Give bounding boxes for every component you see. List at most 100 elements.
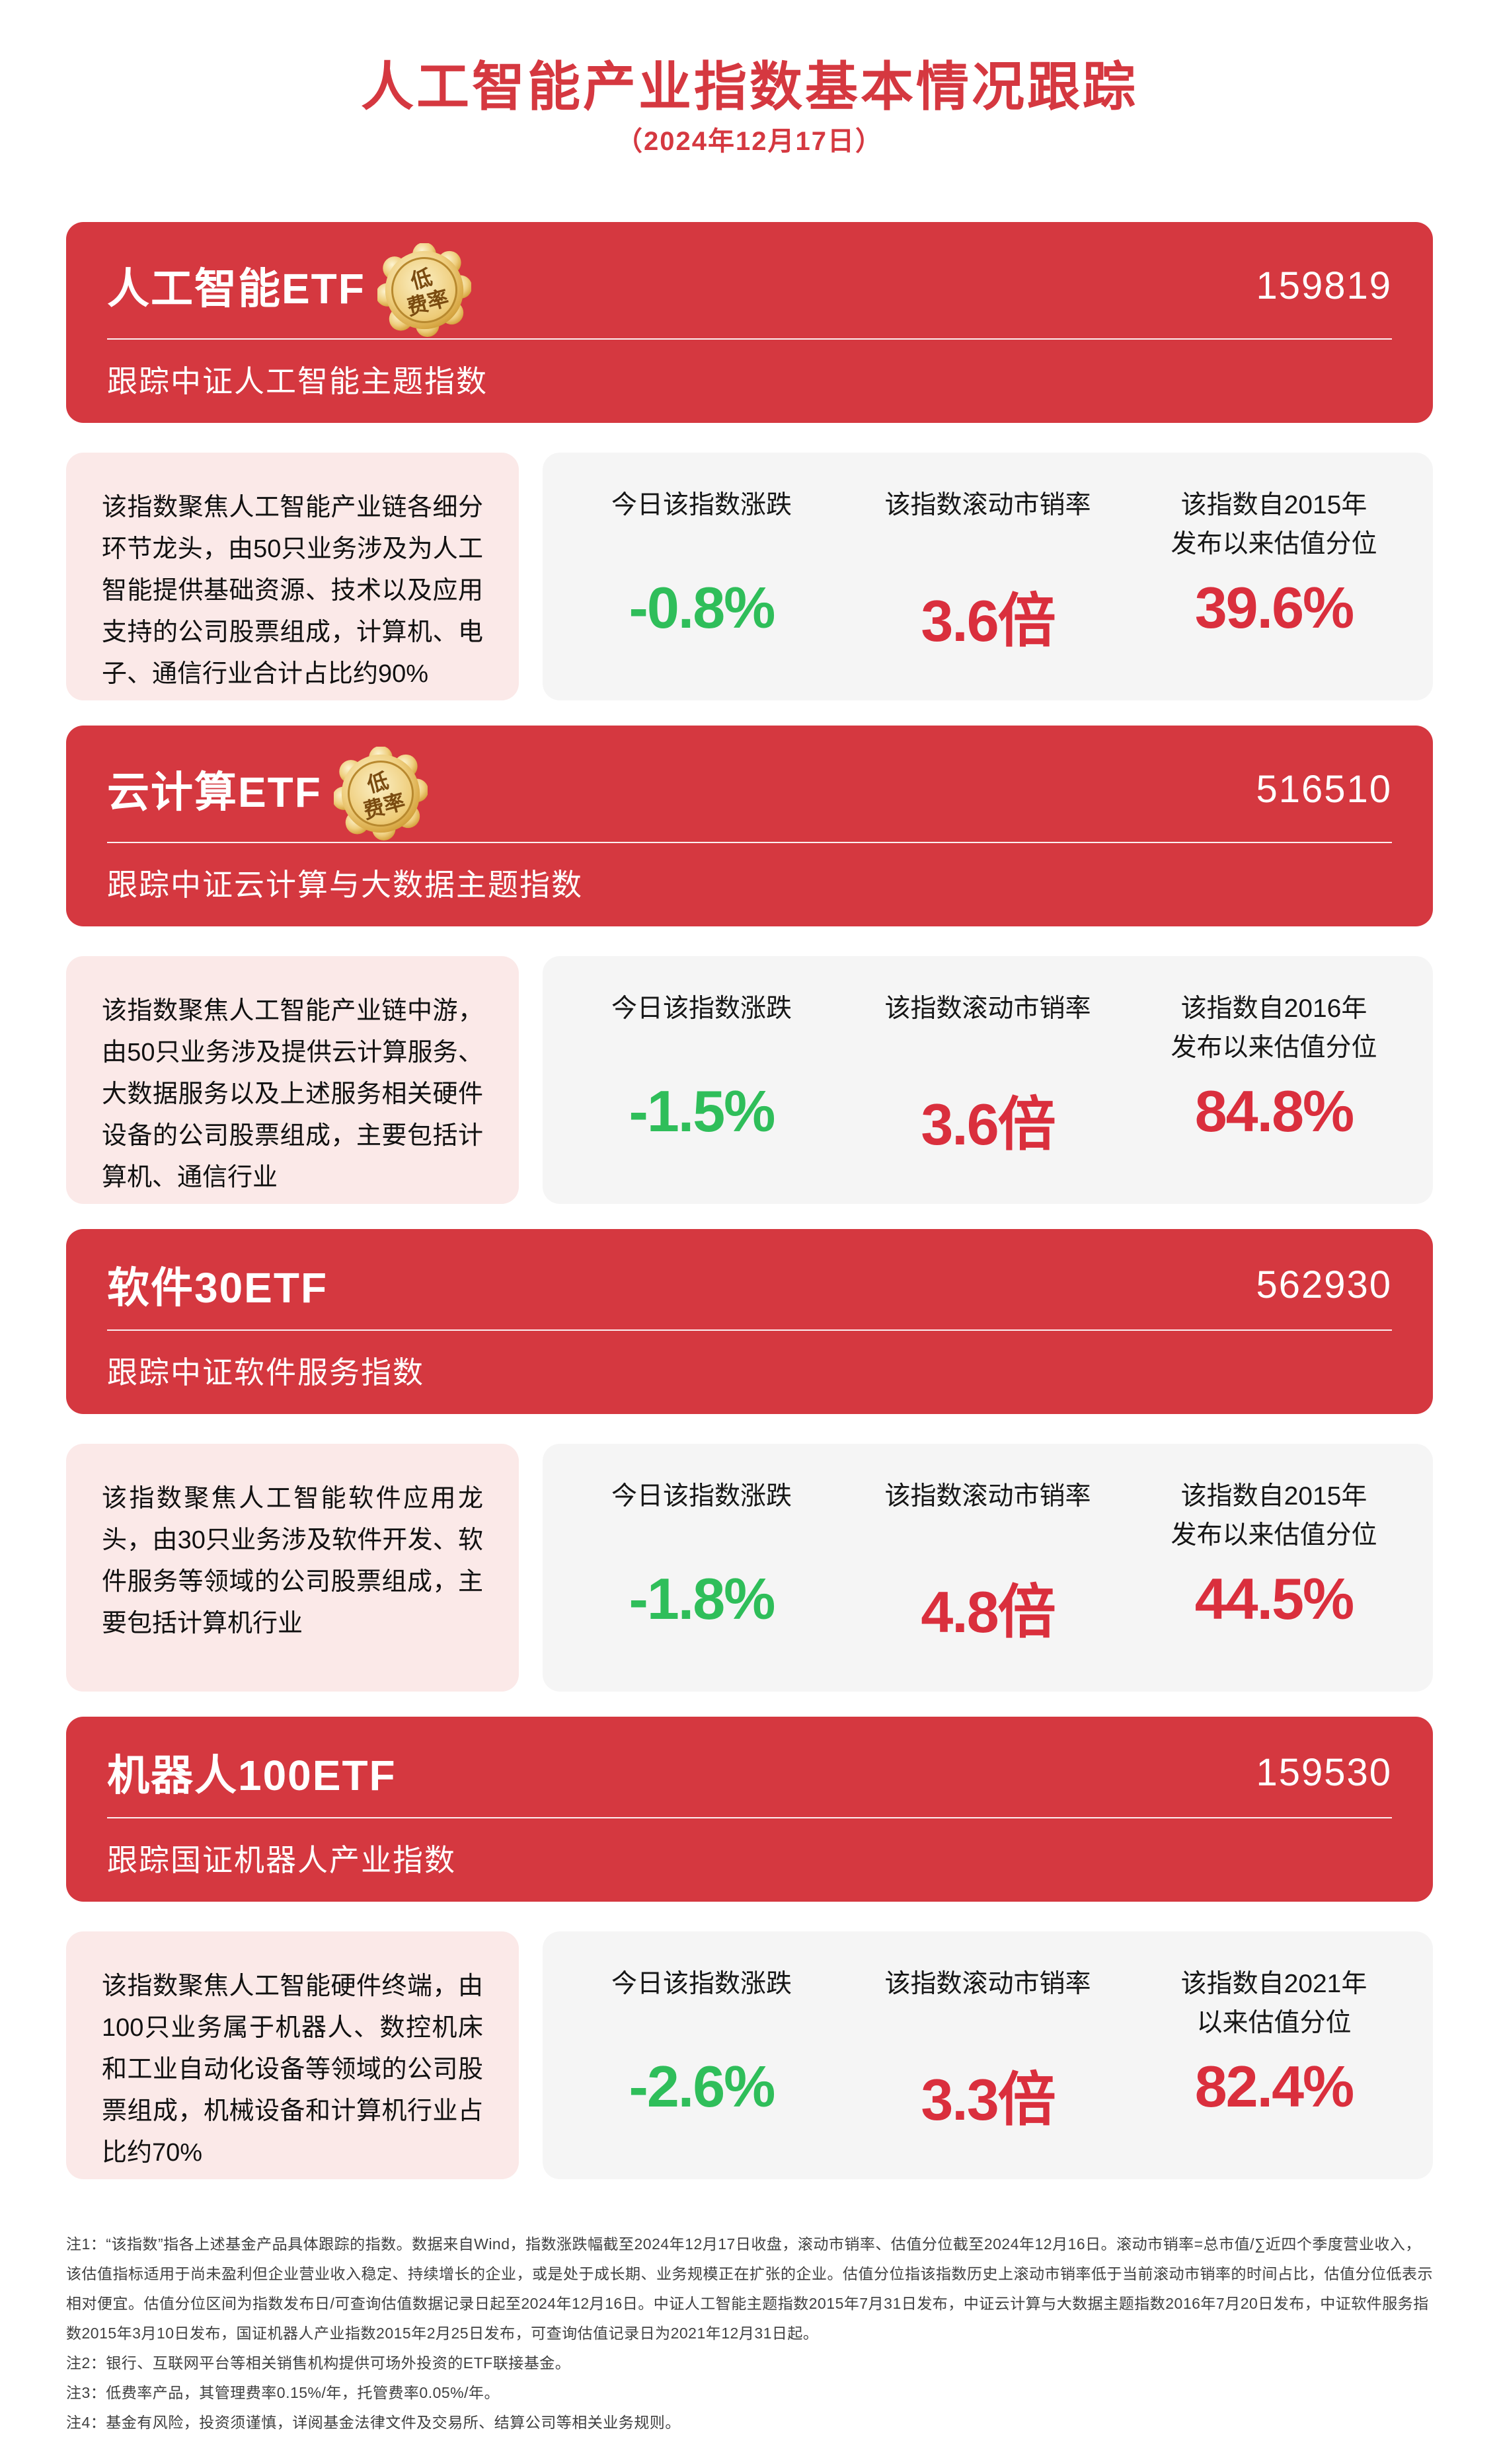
metric-label-line1: 今日该指数涨跌 — [611, 994, 792, 1023]
metric-label: 今日该指数涨跌 — [558, 989, 845, 1067]
index-description: 该指数聚焦人工智能产业链中游，由50只业务涉及提供云计算服务、大数据服务以及上述… — [66, 956, 519, 1204]
metric-label: 该指数自2015年 发布以来估值分位 — [1131, 1477, 1417, 1555]
header-divider — [107, 338, 1392, 340]
metric-label: 该指数滚动市销率 — [845, 486, 1131, 564]
card-header-row: 机器人100ETF 159530 — [107, 1729, 1392, 1816]
metric-valuation-percentile: 该指数自2015年 发布以来估值分位 44.5% — [1131, 1477, 1417, 1692]
metric-label-line1: 今日该指数涨跌 — [611, 1482, 792, 1511]
metric-valuation-percentile: 该指数自2021年 以来估值分位 82.4% — [1131, 1964, 1417, 2179]
metrics-panel: 今日该指数涨跌 -1.5% 该指数滚动市销率 3.6倍 该指数自2016年 发布以… — [543, 956, 1433, 1204]
tracking-index-label: 跟踪中证人工智能主题指数 — [107, 364, 488, 398]
metric-label-line1: 该指数滚动市销率 — [884, 1482, 1091, 1511]
card-header: 软件30ETF 562930 跟踪中证软件服务指数 — [66, 1229, 1433, 1414]
tracking-index-label: 跟踪中证软件服务指数 — [107, 1355, 424, 1390]
metric-label: 今日该指数涨跌 — [558, 1964, 845, 2042]
etf-card-robot: 机器人100ETF 159530 跟踪国证机器人产业指数 该指数聚焦人工智能硬件… — [66, 1717, 1433, 2179]
card-header-row: 软件30ETF 562930 — [107, 1241, 1392, 1328]
metric-value: 82.4% — [1194, 2054, 1355, 2119]
metric-label-line2: 发布以来估值分位 — [1171, 1521, 1377, 1549]
metric-value: 44.5% — [1194, 1566, 1355, 1631]
metric-value: 4.8倍 — [921, 1579, 1056, 1645]
metric-label-line1: 该指数滚动市销率 — [884, 1970, 1091, 1998]
card-header: 云计算ETF 低 费率 — [66, 726, 1433, 926]
card-header-row: 人工智能ETF 低 费率 — [107, 234, 1392, 337]
metric-value: 3.6倍 — [921, 588, 1056, 653]
metrics-panel: 今日该指数涨跌 -2.6% 该指数滚动市销率 3.3倍 该指数自2021年 以来估… — [543, 1931, 1433, 2179]
footnote-4: 注4：基金有风险，投资须谨慎，详阅基金法律文件及交易所、结算公司等相关业务规则。 — [66, 2414, 681, 2431]
footnote-2: 注2：银行、互联网平台等相关销售机构提供可场外投资的ETF联接基金。 — [66, 2354, 571, 2371]
footnote-1: 注1：“该指数”指各上述基金产品具体跟踪的指数。数据来自Wind，指数涨跌幅截至… — [66, 2235, 1433, 2342]
poster-header: 人工智能产业指数基本情况跟踪 （2024年12月17日） — [66, 57, 1433, 159]
etf-name: 云计算ETF — [107, 768, 322, 816]
metric-ps-ratio: 该指数滚动市销率 3.6倍 — [845, 486, 1131, 700]
metric-label-line1: 该指数自2021年 — [1180, 1970, 1367, 1998]
tracking-index-label: 跟踪中证云计算与大数据主题指数 — [107, 868, 583, 902]
metric-valuation-percentile: 该指数自2016年 发布以来估值分位 84.8% — [1131, 989, 1417, 1204]
header-divider — [107, 1817, 1392, 1818]
etf-card-software: 软件30ETF 562930 跟踪中证软件服务指数 该指数聚焦人工智能软件应用龙… — [66, 1229, 1433, 1692]
metric-daily-change: 今日该指数涨跌 -0.8% — [558, 486, 845, 700]
metric-label-line1: 今日该指数涨跌 — [611, 1970, 792, 1998]
etf-code: 562930 — [1256, 1263, 1392, 1306]
metric-value: -1.8% — [629, 1566, 776, 1631]
etf-card-list: 人工智能ETF 低 费率 — [66, 222, 1433, 2179]
metric-value: 3.3倍 — [921, 2067, 1056, 2132]
metric-label-line2: 发布以来估值分位 — [1171, 1033, 1377, 1062]
footnotes: 注1：“该指数”指各上述基金产品具体跟踪的指数。数据来自Wind，指数涨跌幅截至… — [66, 2229, 1433, 2438]
metric-value: 84.8% — [1194, 1078, 1355, 1144]
metric-ps-ratio: 该指数滚动市销率 3.3倍 — [845, 1964, 1131, 2179]
metric-value: -1.5% — [629, 1078, 776, 1144]
low-fee-badge-icon: 低 费率 — [333, 747, 428, 840]
tracking-index-label: 跟踪国证机器人产业指数 — [107, 1843, 456, 1877]
metric-ps-ratio: 该指数滚动市销率 3.6倍 — [845, 989, 1131, 1204]
index-description: 该指数聚焦人工智能硬件终端，由100只业务属于机器人、数控机床和工业自动化设备等… — [66, 1931, 519, 2179]
metric-ps-ratio: 该指数滚动市销率 4.8倍 — [845, 1477, 1131, 1692]
metric-label-line2: 以来估值分位 — [1196, 2009, 1352, 2037]
metric-value: -2.6% — [629, 2054, 776, 2119]
page-date: （2024年12月17日） — [616, 127, 883, 156]
footnote-3: 注3：低费率产品，其管理费率0.15%/年，托管费率0.05%/年。 — [66, 2384, 500, 2401]
metric-label: 今日该指数涨跌 — [558, 1477, 845, 1555]
card-header-row: 云计算ETF 低 费率 — [107, 737, 1392, 840]
metric-label-line1: 该指数滚动市销率 — [884, 994, 1091, 1023]
metric-label: 该指数滚动市销率 — [845, 1964, 1131, 2042]
metric-label-line2: 发布以来估值分位 — [1171, 530, 1377, 558]
index-description: 该指数聚焦人工智能产业链各细分环节龙头，由50只业务涉及为人工智能提供基础资源、… — [66, 453, 519, 700]
metric-value: -0.8% — [629, 575, 776, 640]
etf-code: 516510 — [1256, 767, 1392, 811]
metric-label: 该指数自2021年 以来估值分位 — [1131, 1964, 1417, 2042]
metric-label-line1: 该指数滚动市销率 — [884, 491, 1091, 519]
page-title: 人工智能产业指数基本情况跟踪 — [361, 57, 1138, 116]
metric-label-line1: 今日该指数涨跌 — [611, 491, 792, 519]
etf-name: 机器人100ETF — [107, 1752, 397, 1799]
card-header: 机器人100ETF 159530 跟踪国证机器人产业指数 — [66, 1717, 1433, 1902]
metric-daily-change: 今日该指数涨跌 -1.5% — [558, 989, 845, 1204]
metric-value: 39.6% — [1194, 575, 1355, 640]
metric-label: 该指数滚动市销率 — [845, 1477, 1131, 1555]
card-body: 该指数聚焦人工智能产业链中游，由50只业务涉及提供云计算服务、大数据服务以及上述… — [66, 956, 1433, 1204]
etf-name: 人工智能ETF — [107, 265, 365, 313]
card-header: 人工智能ETF 低 费率 — [66, 222, 1433, 423]
etf-code: 159819 — [1256, 264, 1392, 307]
card-body: 该指数聚焦人工智能硬件终端，由100只业务属于机器人、数控机床和工业自动化设备等… — [66, 1931, 1433, 2179]
etf-name: 软件30ETF — [107, 1264, 328, 1312]
metric-valuation-percentile: 该指数自2015年 发布以来估值分位 39.6% — [1131, 486, 1417, 700]
metric-label-line1: 该指数自2016年 — [1180, 994, 1367, 1023]
etf-card-cloud: 云计算ETF 低 费率 — [66, 726, 1433, 1204]
header-divider — [107, 1329, 1392, 1331]
low-fee-badge-icon: 低 费率 — [377, 243, 471, 337]
index-description: 该指数聚焦人工智能软件应用龙头，由30只业务涉及软件开发、软件服务等领域的公司股… — [66, 1444, 519, 1692]
metric-label: 该指数滚动市销率 — [845, 989, 1131, 1067]
metric-label: 今日该指数涨跌 — [558, 486, 845, 564]
etf-code: 159530 — [1256, 1750, 1392, 1794]
header-divider — [107, 842, 1392, 843]
metrics-panel: 今日该指数涨跌 -0.8% 该指数滚动市销率 3.6倍 该指数自2015年 发布以… — [543, 453, 1433, 700]
metric-label: 该指数自2015年 发布以来估值分位 — [1131, 486, 1417, 564]
metric-label: 该指数自2016年 发布以来估值分位 — [1131, 989, 1417, 1067]
card-body: 该指数聚焦人工智能软件应用龙头，由30只业务涉及软件开发、软件服务等领域的公司股… — [66, 1444, 1433, 1692]
metrics-panel: 今日该指数涨跌 -1.8% 该指数滚动市销率 4.8倍 该指数自2015年 发布以… — [543, 1444, 1433, 1692]
metric-label-line1: 该指数自2015年 — [1180, 1482, 1367, 1511]
etf-card-ai: 人工智能ETF 低 费率 — [66, 222, 1433, 700]
metric-daily-change: 今日该指数涨跌 -1.8% — [558, 1477, 845, 1692]
